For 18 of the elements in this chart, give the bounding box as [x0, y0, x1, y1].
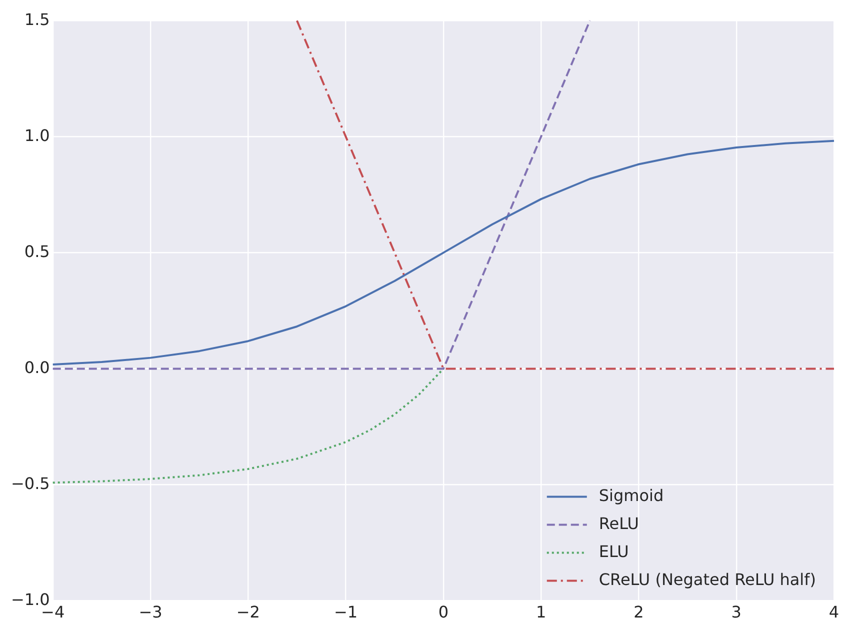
legend-label: ReLU	[598, 514, 639, 533]
y-tick-label: 1.5	[24, 10, 50, 29]
legend-label: Sigmoid	[598, 486, 664, 505]
y-tick-label: −0.5	[10, 474, 50, 493]
y-tick-label: 0.0	[24, 358, 50, 377]
x-tick-label: −2	[236, 602, 260, 622]
x-tick-label: −3	[138, 602, 162, 622]
x-tick-label: 2	[634, 602, 644, 622]
legend-label: ELU	[598, 542, 629, 561]
y-tick-label: 0.5	[24, 242, 50, 261]
x-tick-label: −1	[334, 602, 358, 622]
x-tick-label: 0	[438, 602, 449, 622]
line-series	[52, 368, 444, 484]
legend-label: CReLU (Negated ReLU half)	[598, 570, 816, 589]
y-tick-label: 1.0	[24, 126, 50, 145]
x-tick-label: 3	[731, 602, 742, 622]
x-tick-label: 1	[536, 602, 546, 622]
x-tick-label: 4	[828, 602, 840, 622]
